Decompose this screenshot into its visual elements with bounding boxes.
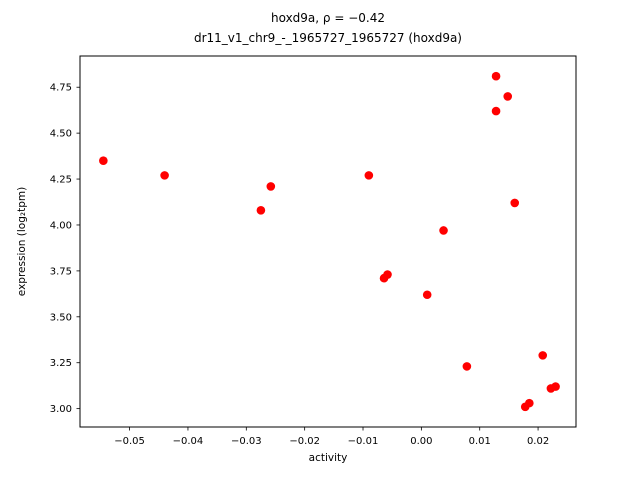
data-point <box>256 205 266 215</box>
y-tick-label: 4.75 <box>50 83 72 94</box>
data-point <box>538 351 548 360</box>
plot-frame <box>79 55 577 428</box>
chart-title-line-1: hoxd9a, ρ = −0.42 <box>271 11 385 25</box>
data-point <box>266 182 276 191</box>
data-point <box>551 382 560 391</box>
data-point <box>99 156 108 165</box>
data-point <box>510 198 520 208</box>
y-tick-label: 3.00 <box>50 404 72 415</box>
data-point <box>160 171 169 180</box>
data-point <box>364 171 374 180</box>
x-tick-label: −0.04 <box>173 436 204 447</box>
y-tick-label: 3.50 <box>50 312 72 323</box>
x-tick-label: −0.02 <box>289 436 320 447</box>
x-tick-label: −0.03 <box>231 436 262 447</box>
y-tick-label: 4.00 <box>50 220 72 231</box>
data-point <box>491 71 501 81</box>
data-point <box>383 270 392 279</box>
y-tick-label: 3.25 <box>50 358 72 369</box>
x-axis-label: activity <box>309 452 348 464</box>
x-tick-label: 0.02 <box>527 436 549 447</box>
y-tick-label: 4.50 <box>50 129 72 140</box>
y-tick-label: 3.75 <box>50 266 72 277</box>
data-point <box>491 106 501 116</box>
x-tick-label: −0.05 <box>114 436 145 447</box>
data-point <box>439 226 448 235</box>
x-tick-label: −0.01 <box>348 436 379 447</box>
data-point <box>503 92 513 101</box>
y-axis-label: expression (log₂tpm) <box>16 187 28 296</box>
x-tick-label: 0.00 <box>410 436 432 447</box>
y-tick-label: 4.25 <box>50 175 72 186</box>
data-points <box>99 71 560 412</box>
x-tick-label: 0.01 <box>469 436 491 447</box>
chart-title-line-2: dr11_v1_chr9_-_1965727_1965727 (hoxd9a) <box>194 31 462 45</box>
data-point <box>525 398 534 408</box>
data-point <box>462 362 472 371</box>
axis-ticks: −0.05 −0.04 −0.03 −0.02 −0.01 0.00 0.01 0.02 3.0… <box>50 83 549 447</box>
data-point <box>422 290 432 300</box>
